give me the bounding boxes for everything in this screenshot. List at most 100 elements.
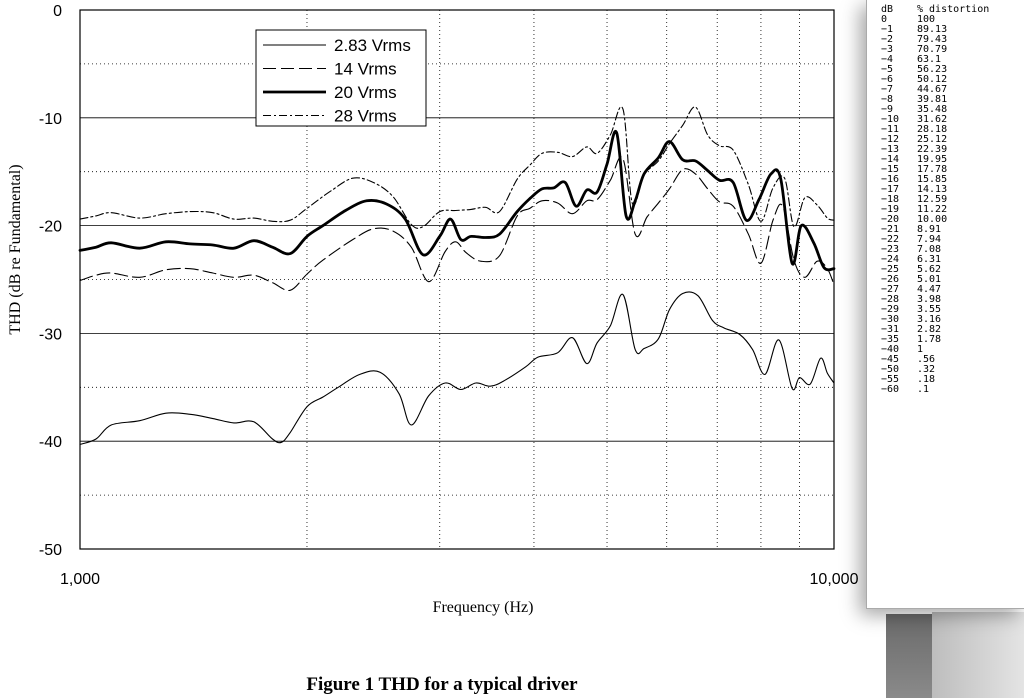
cell-percent: 15.85	[917, 174, 948, 185]
cell-percent: 1.78	[917, 334, 942, 345]
series-line-20-vrms	[78, 129, 836, 272]
legend-label: 20 Vrms	[334, 83, 397, 102]
legend-label: 2.83 Vrms	[334, 36, 411, 55]
distortion-table: dB % distortion 0 100 −1 89.13 −2 79.43 −3 70.7…	[881, 5, 989, 395]
cell-db: −1	[881, 24, 894, 35]
y-tick-label: -50	[39, 542, 62, 559]
cell-db: −5	[881, 64, 894, 75]
y-tick-label: -10	[39, 111, 62, 128]
cell-db: −11	[881, 124, 900, 135]
table-row: 0 100	[881, 15, 989, 25]
table-row: −26 5.01	[881, 275, 989, 285]
cell-db: −9	[881, 104, 894, 115]
cell-percent: .32	[917, 364, 936, 375]
table-row: −60 .1	[881, 385, 989, 395]
cell-db: −35	[881, 334, 900, 345]
cell-db: −55	[881, 374, 900, 385]
cell-percent: .18	[917, 374, 936, 385]
table-row: −8 39.81	[881, 95, 989, 105]
table-row: −15 17.78	[881, 165, 989, 175]
table-row: −14 19.95	[881, 155, 989, 165]
cell-percent: .56	[917, 354, 936, 365]
table-row: −16 15.85	[881, 175, 989, 185]
table-row: −29 3.55	[881, 305, 989, 315]
cell-db: −28	[881, 294, 900, 305]
cell-db: −7	[881, 84, 894, 95]
cell-db: −3	[881, 44, 894, 55]
cell-percent: 12.59	[917, 194, 948, 205]
cell-percent: 7.08	[917, 244, 942, 255]
table-row: −25 5.62	[881, 265, 989, 275]
cell-percent: 19.95	[917, 154, 948, 165]
table-row: −22 7.94	[881, 235, 989, 245]
cell-db: −31	[881, 324, 900, 335]
cell-db: −15	[881, 164, 900, 175]
x-axis-title: Frequency (Hz)	[433, 599, 534, 616]
table-row: −3 70.79	[881, 45, 989, 55]
cell-percent: 39.81	[917, 94, 948, 105]
table-row: −35 1.78	[881, 335, 989, 345]
cell-percent: 28.18	[917, 124, 948, 135]
y-tick-label: -20	[39, 219, 62, 236]
tick-labels: 0 -10 -20 -30 -40 -50 1,000 10,000	[39, 3, 859, 588]
cell-db: −17	[881, 184, 900, 195]
cell-db: −14	[881, 154, 900, 165]
cell-percent: 22.39	[917, 144, 948, 155]
table-row: −12 25.12	[881, 135, 989, 145]
table-row: −40 1	[881, 345, 989, 355]
cell-percent: 5.01	[917, 274, 942, 285]
cell-percent: .1	[917, 384, 930, 395]
table-row: −30 3.16	[881, 315, 989, 325]
table-row: −9 35.48	[881, 105, 989, 115]
cell-percent: 35.48	[917, 104, 948, 115]
legend-label: 14 Vrms	[334, 60, 397, 79]
cell-db: −13	[881, 144, 900, 155]
cell-db: −25	[881, 264, 900, 275]
cell-percent: 79.43	[917, 34, 948, 45]
cell-db: −19	[881, 204, 900, 215]
header-db: dB	[881, 4, 894, 15]
y-tick-label: -30	[39, 326, 62, 343]
table-row: −1 89.13	[881, 25, 989, 35]
series-layer	[78, 106, 836, 445]
cell-percent: 3.98	[917, 294, 942, 305]
cell-db: −20	[881, 214, 900, 225]
cell-db: −26	[881, 274, 900, 285]
series-line-28-vrms	[79, 106, 835, 229]
table-row: −23 7.08	[881, 245, 989, 255]
cell-percent: 100	[917, 14, 936, 25]
y-tick-label: 0	[53, 3, 62, 20]
table-row: −31 2.82	[881, 325, 989, 335]
cell-percent: 1	[917, 344, 924, 355]
table-row: −11 28.18	[881, 125, 989, 135]
table-row: −18 12.59	[881, 195, 989, 205]
table-row: −5 56.23	[881, 65, 989, 75]
header-percent-distortion: % distortion	[917, 4, 990, 15]
table-row: −55 .18	[881, 375, 989, 385]
background-window-block	[886, 614, 932, 698]
table-row: −6 50.12	[881, 75, 989, 85]
cell-percent: 3.16	[917, 314, 942, 325]
cell-db: −4	[881, 54, 894, 65]
background-window	[932, 612, 1024, 698]
cell-percent: 17.78	[917, 164, 948, 175]
table-row: −24 6.31	[881, 255, 989, 265]
y-axis-title: THD (dB re Fundamental)	[7, 164, 24, 334]
cell-db: −18	[881, 194, 900, 205]
cell-percent: 5.62	[917, 264, 942, 275]
distortion-table-window[interactable]: dB % distortion 0 100 −1 89.13 −2 79.43 −3 70.7…	[866, 0, 1024, 609]
cell-db: −60	[881, 384, 900, 395]
plot-frame	[79, 9, 835, 550]
cell-percent: 31.62	[917, 114, 948, 125]
cell-db: −30	[881, 314, 900, 325]
table-row: −21 8.91	[881, 225, 989, 235]
cell-db: 0	[881, 14, 888, 25]
cell-db: −16	[881, 174, 900, 185]
legend-label: 28 Vrms	[334, 107, 397, 126]
cell-db: −27	[881, 284, 900, 295]
cell-db: −22	[881, 234, 900, 245]
cell-percent: 8.91	[917, 224, 942, 235]
grid	[80, 10, 834, 549]
table-row: −7 44.67	[881, 85, 989, 95]
